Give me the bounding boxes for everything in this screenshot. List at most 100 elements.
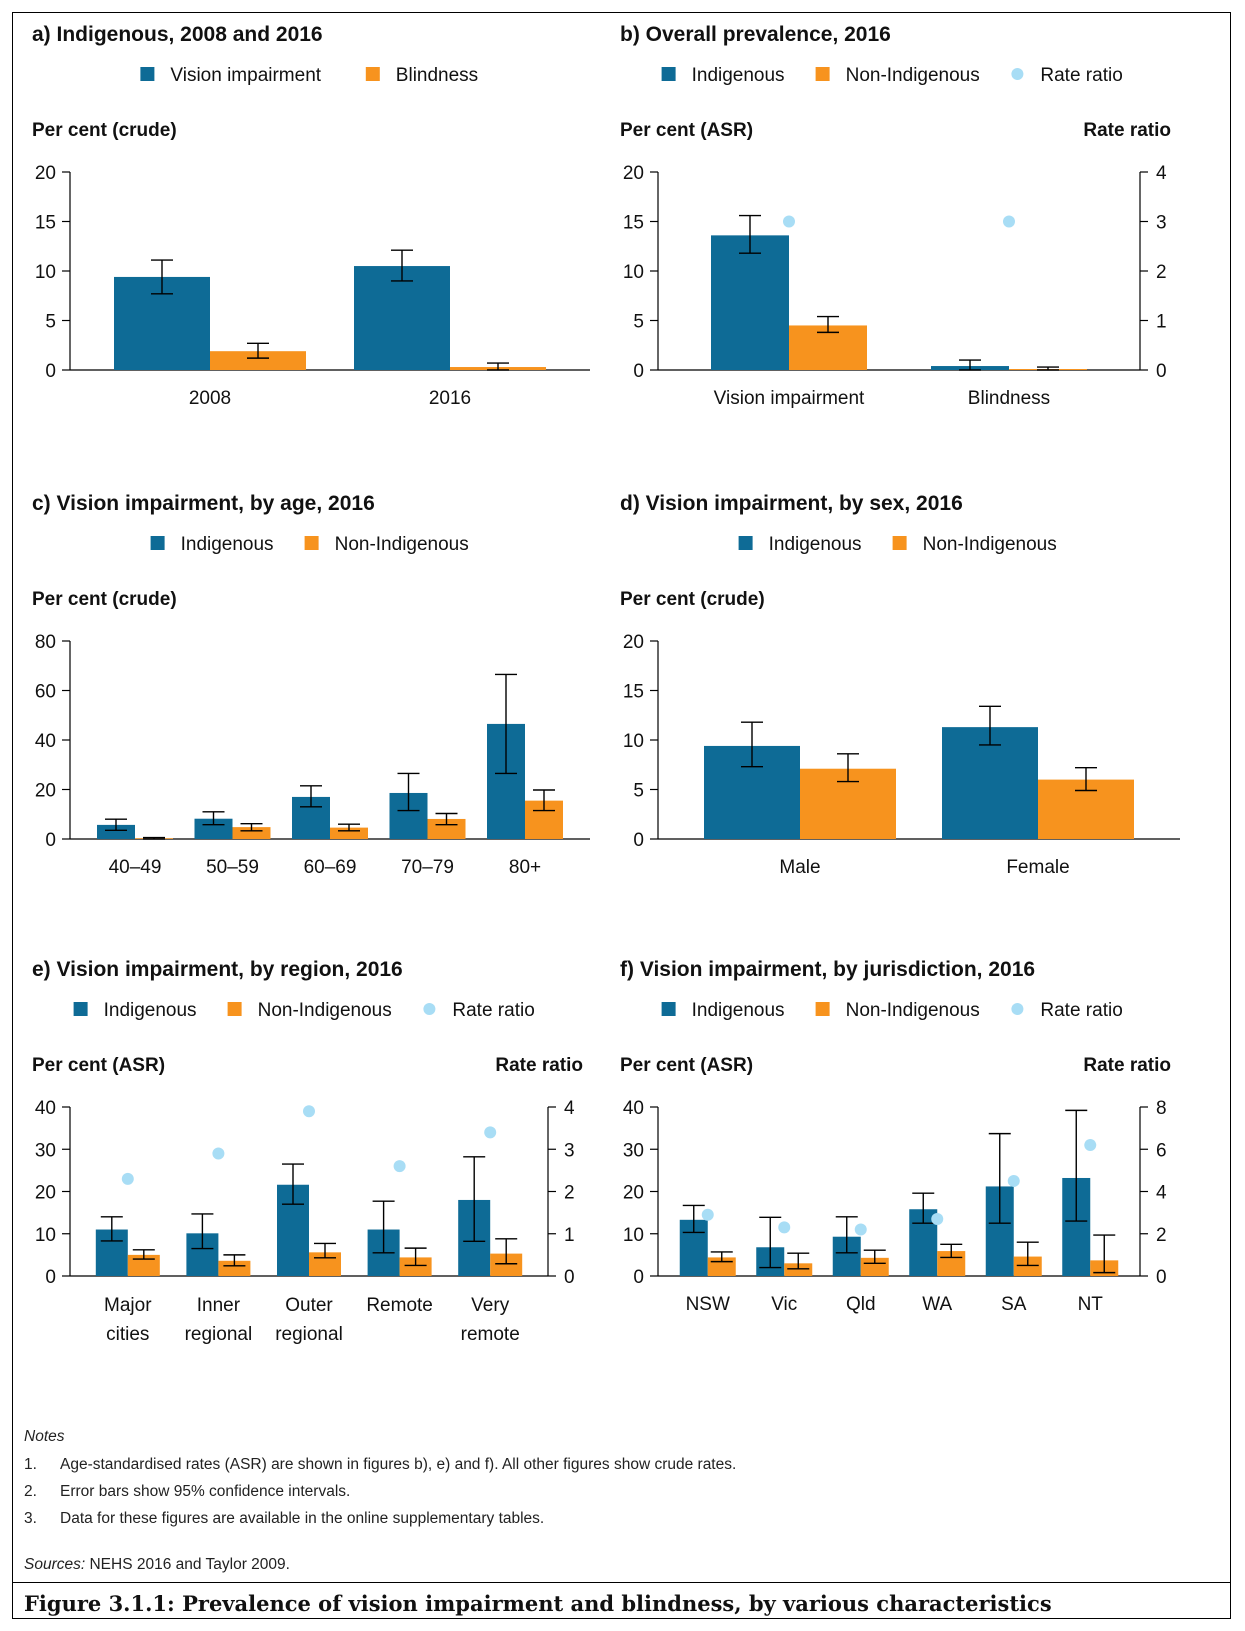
y-tick-label: 20 (35, 163, 56, 184)
chart-panel-c: c) Vision impairment, by age, 2016 Indige… (32, 492, 590, 878)
figure-frame (12, 12, 1231, 1619)
y-axis-label: Per cent (crude) (620, 589, 765, 610)
bar (210, 351, 306, 370)
chart-panel-f: f) Vision impairment, by jurisdiction, 2… (620, 958, 1171, 1315)
x-tick-label: Outer (285, 1295, 333, 1316)
chart-panel-d: d) Vision impairment, by sex, 2016 Indige… (620, 492, 1180, 878)
note-text: Age-standardised rates (ASR) are shown i… (60, 1456, 737, 1473)
y-tick-label: 20 (623, 163, 644, 184)
legend-swatch (365, 67, 380, 81)
legend-swatch (140, 67, 155, 81)
notes-title: Notes (24, 1428, 65, 1445)
y-axis-label: Per cent (crude) (32, 589, 177, 610)
y2-tick-label: 4 (564, 1098, 575, 1119)
y-tick-label: 10 (35, 262, 56, 283)
legend-label: Non-Indigenous (846, 1000, 980, 1021)
legend-label: Non-Indigenous (335, 534, 469, 555)
x-tick-label: Vision impairment (714, 388, 865, 409)
rate-ratio-dot (701, 1208, 714, 1221)
x-tick-label: cities (106, 1324, 149, 1345)
legend-label: Indigenous (181, 534, 274, 555)
note-number: 2. (24, 1483, 37, 1500)
y2-axis-label: Rate ratio (1083, 120, 1171, 141)
x-tick-label: Female (1006, 857, 1069, 878)
legend: Indigenous Non-Indigenous Rate ratio (661, 1000, 1123, 1021)
chart-title: a) Indigenous, 2008 and 2016 (32, 23, 323, 46)
y-tick-label: 30 (623, 1140, 644, 1161)
y-axis-label: Per cent (ASR) (620, 1055, 753, 1076)
y2-tick-label: 0 (564, 1267, 575, 1288)
y-tick-label: 30 (35, 1140, 56, 1161)
note-number: 3. (24, 1510, 37, 1527)
y2-tick-label: 0 (1156, 1267, 1167, 1288)
note-text: Data for these figures are available in … (60, 1510, 545, 1527)
y-tick-label: 10 (623, 1225, 644, 1246)
legend-swatch (815, 67, 830, 81)
y-tick-label: 0 (45, 830, 56, 851)
caption-divider (12, 1582, 1231, 1583)
legend-dot (423, 1003, 436, 1015)
chart-title: f) Vision impairment, by jurisdiction, 2… (620, 958, 1035, 981)
bar (218, 1260, 251, 1276)
legend-label: Rate ratio (1040, 1000, 1122, 1021)
legend: Indigenous Non-Indigenous (150, 534, 469, 555)
bar (97, 824, 135, 839)
rate-ratio-dot (854, 1223, 867, 1236)
y-tick-label: 40 (623, 1098, 644, 1119)
bar (330, 827, 368, 839)
note-item: 3. Data for these figures are available … (24, 1510, 1204, 1528)
y-tick-label: 0 (45, 361, 56, 382)
legend-label: Non-Indigenous (258, 1000, 392, 1021)
x-tick-label: 2016 (429, 388, 471, 409)
legend-label: Indigenous (692, 1000, 785, 1021)
legend-dot (1011, 68, 1024, 80)
x-tick-label: Qld (846, 1294, 876, 1315)
note-item: 1. Age-standardised rates (ASR) are show… (24, 1456, 1204, 1474)
legend: Indigenous Non-Indigenous Rate ratio (661, 65, 1123, 86)
y-axis-label: Per cent (ASR) (620, 120, 753, 141)
legend: Indigenous Non-Indigenous (738, 534, 1057, 555)
y2-tick-label: 3 (1156, 213, 1167, 234)
bar (127, 1254, 160, 1276)
rate-ratio-dot (931, 1212, 944, 1225)
rate-ratio-dot (783, 215, 795, 228)
bar (354, 266, 450, 370)
y-tick-label: 20 (623, 1183, 644, 1204)
y2-tick-label: 2 (1156, 262, 1167, 283)
y2-tick-label: 4 (1156, 163, 1167, 184)
y-tick-label: 10 (623, 731, 644, 752)
legend-swatch (661, 67, 676, 81)
rate-ratio-dot (778, 1221, 791, 1234)
legend-dot (1011, 1003, 1024, 1015)
bar (711, 235, 789, 370)
legend: Indigenous Non-Indigenous Rate ratio (73, 1000, 535, 1021)
sources-label: Sources: (24, 1556, 86, 1573)
legend-label: Indigenous (769, 534, 862, 555)
legend: Vision impairment Blindness (140, 65, 478, 86)
chart-title: d) Vision impairment, by sex, 2016 (620, 492, 963, 515)
rate-ratio-dot (1007, 1174, 1020, 1187)
y-axis-label: Per cent (crude) (32, 120, 177, 141)
x-tick-label: NT (1078, 1294, 1104, 1315)
x-tick-label: regional (185, 1324, 253, 1345)
y-tick-label: 10 (623, 262, 644, 283)
sources-line: Sources: NEHS 2016 and Taylor 2009. (24, 1556, 290, 1574)
bar (860, 1257, 889, 1276)
x-tick-label: Very (471, 1295, 510, 1316)
legend-label: Blindness (396, 65, 478, 86)
y-axis-label: Per cent (ASR) (32, 1055, 165, 1076)
bar (942, 727, 1038, 839)
y-tick-label: 15 (623, 213, 644, 234)
x-tick-label: 60–69 (304, 857, 357, 878)
bar (490, 1253, 523, 1276)
note-number: 1. (24, 1456, 37, 1473)
y-tick-label: 20 (623, 632, 644, 653)
y2-tick-label: 3 (564, 1140, 575, 1161)
x-tick-label: remote (461, 1324, 520, 1345)
x-tick-label: Vic (771, 1294, 797, 1315)
legend-swatch (738, 536, 753, 550)
y2-axis-label: Rate ratio (1083, 1055, 1171, 1076)
x-tick-label: Major (104, 1295, 152, 1316)
y-tick-label: 20 (35, 1183, 56, 1204)
y-tick-label: 0 (633, 361, 644, 382)
